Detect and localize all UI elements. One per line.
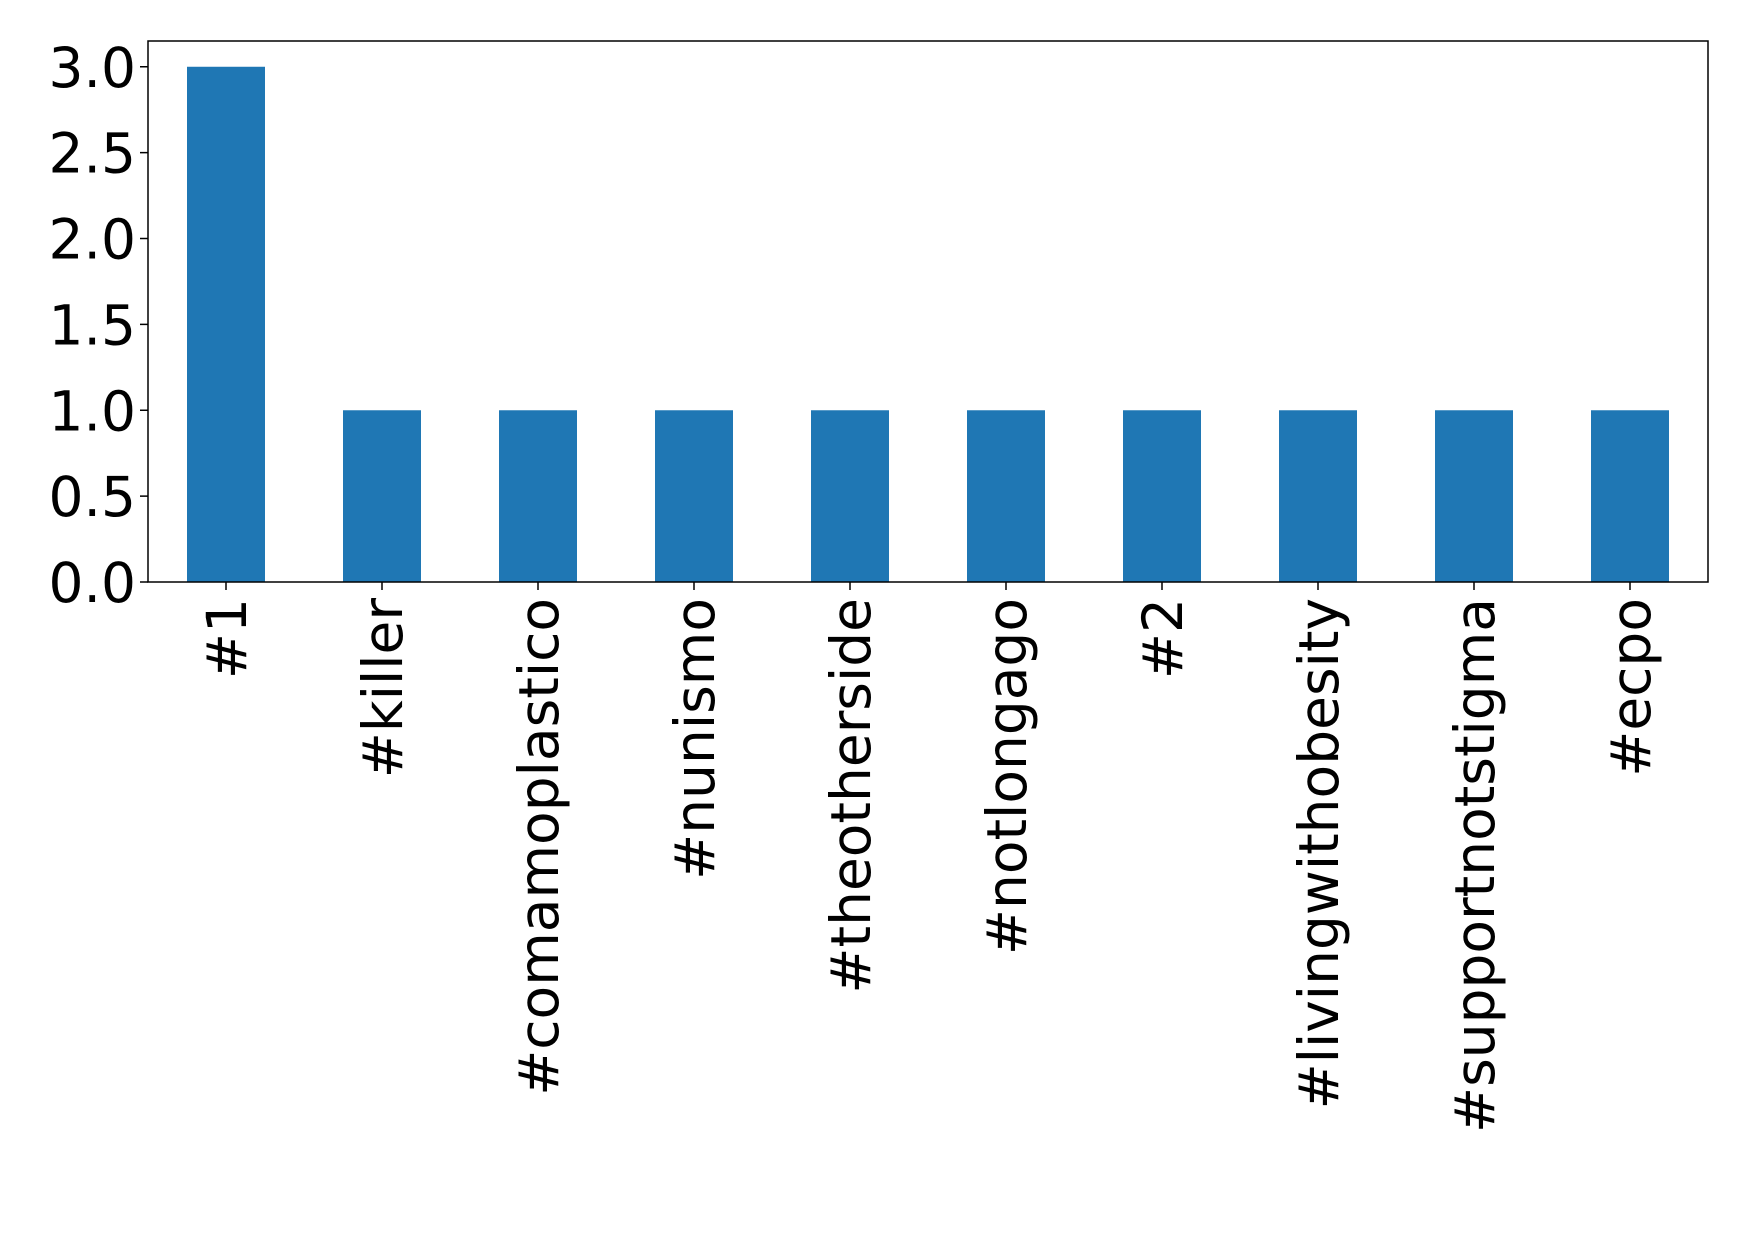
x-tick-label: #2	[1131, 598, 1195, 679]
x-tick-label: #1	[195, 598, 259, 679]
y-tick-label: 0.5	[49, 465, 136, 529]
x-tick-label: #killer	[351, 598, 415, 779]
bar	[1123, 410, 1201, 582]
y-tick-label: 0.0	[49, 551, 136, 615]
bar	[655, 410, 733, 582]
y-tick-label: 2.0	[49, 208, 136, 272]
bar	[1435, 410, 1513, 582]
x-tick-label: #comamoplastico	[507, 598, 571, 1096]
x-tick-label: #theotherside	[819, 598, 883, 994]
bar	[1279, 410, 1357, 582]
bar	[499, 410, 577, 582]
bar	[187, 66, 265, 582]
bar	[967, 410, 1045, 582]
x-tick-label: #ecpo	[1599, 598, 1663, 777]
bar	[1591, 410, 1669, 582]
y-tick-label: 1.5	[49, 293, 136, 357]
bar	[343, 410, 421, 582]
x-tick-label: #supportnotstigma	[1443, 598, 1507, 1133]
axes-frame	[147, 40, 1709, 583]
x-tick-label: #livingwithobesity	[1287, 598, 1351, 1109]
y-tick-label: 3.0	[49, 36, 136, 100]
y-tick-label: 2.5	[49, 122, 136, 186]
x-tick-label: #notlongago	[975, 598, 1039, 955]
y-tick-label: 1.0	[49, 379, 136, 443]
bar	[811, 410, 889, 582]
x-tick-label: #nunismo	[663, 598, 727, 880]
